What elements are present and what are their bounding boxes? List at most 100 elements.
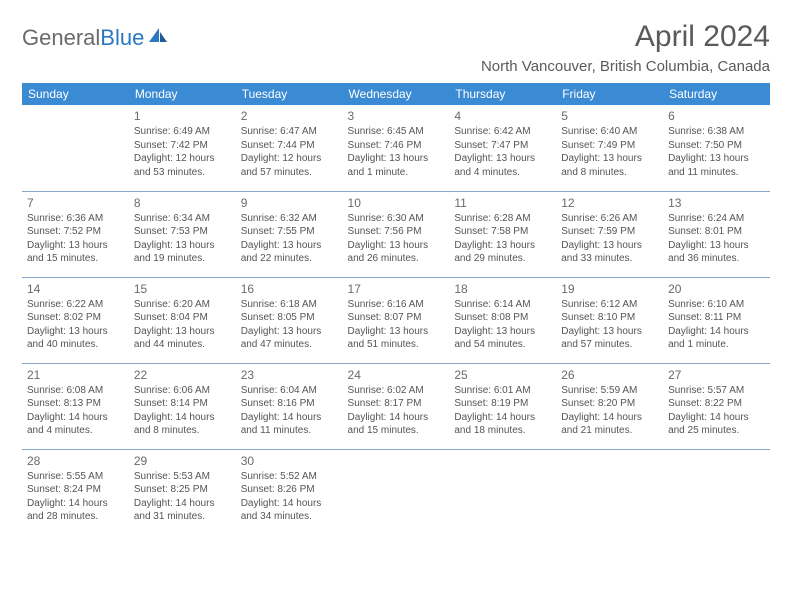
day-number: 13 bbox=[668, 195, 765, 211]
weekday-header: Tuesday bbox=[236, 83, 343, 105]
sunset-text: Sunset: 7:55 PM bbox=[241, 225, 338, 239]
day-number: 21 bbox=[27, 367, 124, 383]
daylight-text: Daylight: 13 hours and 57 minutes. bbox=[561, 325, 658, 352]
calendar-day-cell: 1Sunrise: 6:49 AMSunset: 7:42 PMDaylight… bbox=[129, 105, 236, 191]
sunrise-text: Sunrise: 6:42 AM bbox=[454, 125, 551, 139]
calendar-day-cell: 24Sunrise: 6:02 AMSunset: 8:17 PMDayligh… bbox=[343, 363, 450, 449]
sunrise-text: Sunrise: 6:49 AM bbox=[134, 125, 231, 139]
calendar-day-cell: 7Sunrise: 6:36 AMSunset: 7:52 PMDaylight… bbox=[22, 191, 129, 277]
calendar-day-cell: 26Sunrise: 5:59 AMSunset: 8:20 PMDayligh… bbox=[556, 363, 663, 449]
daylight-text: Daylight: 14 hours and 31 minutes. bbox=[134, 497, 231, 524]
sunset-text: Sunset: 7:42 PM bbox=[134, 139, 231, 153]
daylight-text: Daylight: 13 hours and 22 minutes. bbox=[241, 239, 338, 266]
daylight-text: Daylight: 14 hours and 11 minutes. bbox=[241, 411, 338, 438]
month-title: April 2024 bbox=[481, 20, 770, 54]
sunrise-text: Sunrise: 5:55 AM bbox=[27, 470, 124, 484]
daylight-text: Daylight: 14 hours and 28 minutes. bbox=[27, 497, 124, 524]
day-number: 9 bbox=[241, 195, 338, 211]
calendar-day-cell: 10Sunrise: 6:30 AMSunset: 7:56 PMDayligh… bbox=[343, 191, 450, 277]
sunset-text: Sunset: 8:10 PM bbox=[561, 311, 658, 325]
calendar-day-cell: 11Sunrise: 6:28 AMSunset: 7:58 PMDayligh… bbox=[449, 191, 556, 277]
daylight-text: Daylight: 13 hours and 11 minutes. bbox=[668, 152, 765, 179]
day-number: 24 bbox=[348, 367, 445, 383]
calendar-day-cell bbox=[449, 449, 556, 535]
sunrise-text: Sunrise: 6:08 AM bbox=[27, 384, 124, 398]
sunrise-text: Sunrise: 6:02 AM bbox=[348, 384, 445, 398]
title-block: April 2024 North Vancouver, British Colu… bbox=[481, 20, 770, 75]
sunset-text: Sunset: 7:56 PM bbox=[348, 225, 445, 239]
daylight-text: Daylight: 13 hours and 47 minutes. bbox=[241, 325, 338, 352]
daylight-text: Daylight: 14 hours and 4 minutes. bbox=[27, 411, 124, 438]
daylight-text: Daylight: 12 hours and 57 minutes. bbox=[241, 152, 338, 179]
weekday-header: Wednesday bbox=[343, 83, 450, 105]
calendar-day-cell: 27Sunrise: 5:57 AMSunset: 8:22 PMDayligh… bbox=[663, 363, 770, 449]
calendar-day-cell: 16Sunrise: 6:18 AMSunset: 8:05 PMDayligh… bbox=[236, 277, 343, 363]
day-number: 7 bbox=[27, 195, 124, 211]
daylight-text: Daylight: 13 hours and 1 minute. bbox=[348, 152, 445, 179]
calendar-day-cell: 18Sunrise: 6:14 AMSunset: 8:08 PMDayligh… bbox=[449, 277, 556, 363]
sunrise-text: Sunrise: 6:34 AM bbox=[134, 212, 231, 226]
calendar-day-cell: 23Sunrise: 6:04 AMSunset: 8:16 PMDayligh… bbox=[236, 363, 343, 449]
sunrise-text: Sunrise: 6:16 AM bbox=[348, 298, 445, 312]
calendar-week-row: 14Sunrise: 6:22 AMSunset: 8:02 PMDayligh… bbox=[22, 277, 770, 363]
calendar-day-cell: 28Sunrise: 5:55 AMSunset: 8:24 PMDayligh… bbox=[22, 449, 129, 535]
sunrise-text: Sunrise: 6:20 AM bbox=[134, 298, 231, 312]
weekday-header-row: Sunday Monday Tuesday Wednesday Thursday… bbox=[22, 83, 770, 105]
sunset-text: Sunset: 8:04 PM bbox=[134, 311, 231, 325]
sunrise-text: Sunrise: 5:53 AM bbox=[134, 470, 231, 484]
sunrise-text: Sunrise: 6:06 AM bbox=[134, 384, 231, 398]
daylight-text: Daylight: 13 hours and 19 minutes. bbox=[134, 239, 231, 266]
calendar-day-cell: 30Sunrise: 5:52 AMSunset: 8:26 PMDayligh… bbox=[236, 449, 343, 535]
sunrise-text: Sunrise: 6:22 AM bbox=[27, 298, 124, 312]
sunrise-text: Sunrise: 6:32 AM bbox=[241, 212, 338, 226]
brand-logo: GeneralBlue bbox=[22, 24, 169, 52]
day-number: 18 bbox=[454, 281, 551, 297]
daylight-text: Daylight: 13 hours and 44 minutes. bbox=[134, 325, 231, 352]
day-number: 12 bbox=[561, 195, 658, 211]
day-number: 1 bbox=[134, 108, 231, 124]
calendar-day-cell: 9Sunrise: 6:32 AMSunset: 7:55 PMDaylight… bbox=[236, 191, 343, 277]
day-number: 20 bbox=[668, 281, 765, 297]
weekday-header: Monday bbox=[129, 83, 236, 105]
sunset-text: Sunset: 7:52 PM bbox=[27, 225, 124, 239]
sunset-text: Sunset: 8:25 PM bbox=[134, 483, 231, 497]
daylight-text: Daylight: 13 hours and 26 minutes. bbox=[348, 239, 445, 266]
daylight-text: Daylight: 13 hours and 33 minutes. bbox=[561, 239, 658, 266]
sunrise-text: Sunrise: 6:38 AM bbox=[668, 125, 765, 139]
calendar-week-row: 7Sunrise: 6:36 AMSunset: 7:52 PM Daylight… bbox=[22, 191, 770, 277]
day-number: 5 bbox=[561, 108, 658, 124]
day-number: 11 bbox=[454, 195, 551, 211]
weekday-header: Saturday bbox=[663, 83, 770, 105]
sunrise-text: Sunrise: 6:12 AM bbox=[561, 298, 658, 312]
calendar-day-cell: 17Sunrise: 6:16 AMSunset: 8:07 PMDayligh… bbox=[343, 277, 450, 363]
sunset-text: Sunset: 8:05 PM bbox=[241, 311, 338, 325]
daylight-text: Daylight: 13 hours and 36 minutes. bbox=[668, 239, 765, 266]
calendar-day-cell: 15Sunrise: 6:20 AMSunset: 8:04 PMDayligh… bbox=[129, 277, 236, 363]
sunrise-text: Sunrise: 5:59 AM bbox=[561, 384, 658, 398]
sunrise-text: Sunrise: 6:10 AM bbox=[668, 298, 765, 312]
day-number: 23 bbox=[241, 367, 338, 383]
daylight-text: Daylight: 13 hours and 29 minutes. bbox=[454, 239, 551, 266]
calendar-day-cell bbox=[556, 449, 663, 535]
sunrise-text: Sunrise: 6:24 AM bbox=[668, 212, 765, 226]
sunrise-text: Sunrise: 6:47 AM bbox=[241, 125, 338, 139]
day-number: 22 bbox=[134, 367, 231, 383]
daylight-text: Daylight: 13 hours and 51 minutes. bbox=[348, 325, 445, 352]
daylight-text: Daylight: 12 hours and 53 minutes. bbox=[134, 152, 231, 179]
sunset-text: Sunset: 7:44 PM bbox=[241, 139, 338, 153]
calendar-week-row: 21Sunrise: 6:08 AMSunset: 8:13 PMDayligh… bbox=[22, 363, 770, 449]
day-number: 3 bbox=[348, 108, 445, 124]
sunrise-text: Sunrise: 6:01 AM bbox=[454, 384, 551, 398]
sunset-text: Sunset: 7:47 PM bbox=[454, 139, 551, 153]
calendar-day-cell: 19Sunrise: 6:12 AMSunset: 8:10 PMDayligh… bbox=[556, 277, 663, 363]
calendar-day-cell bbox=[343, 449, 450, 535]
sunrise-text: Sunrise: 5:57 AM bbox=[668, 384, 765, 398]
calendar-day-cell: 4Sunrise: 6:42 AMSunset: 7:47 PMDaylight… bbox=[449, 105, 556, 191]
calendar-table: Sunday Monday Tuesday Wednesday Thursday… bbox=[22, 83, 770, 535]
sunrise-text: Sunrise: 6:18 AM bbox=[241, 298, 338, 312]
daylight-text: Daylight: 14 hours and 21 minutes. bbox=[561, 411, 658, 438]
sunset-text: Sunset: 7:49 PM bbox=[561, 139, 658, 153]
sunrise-text: Sunrise: 6:36 AM bbox=[27, 212, 124, 226]
sunset-text: Sunset: 8:19 PM bbox=[454, 397, 551, 411]
daylight-text: Daylight: 13 hours and 40 minutes. bbox=[27, 325, 124, 352]
